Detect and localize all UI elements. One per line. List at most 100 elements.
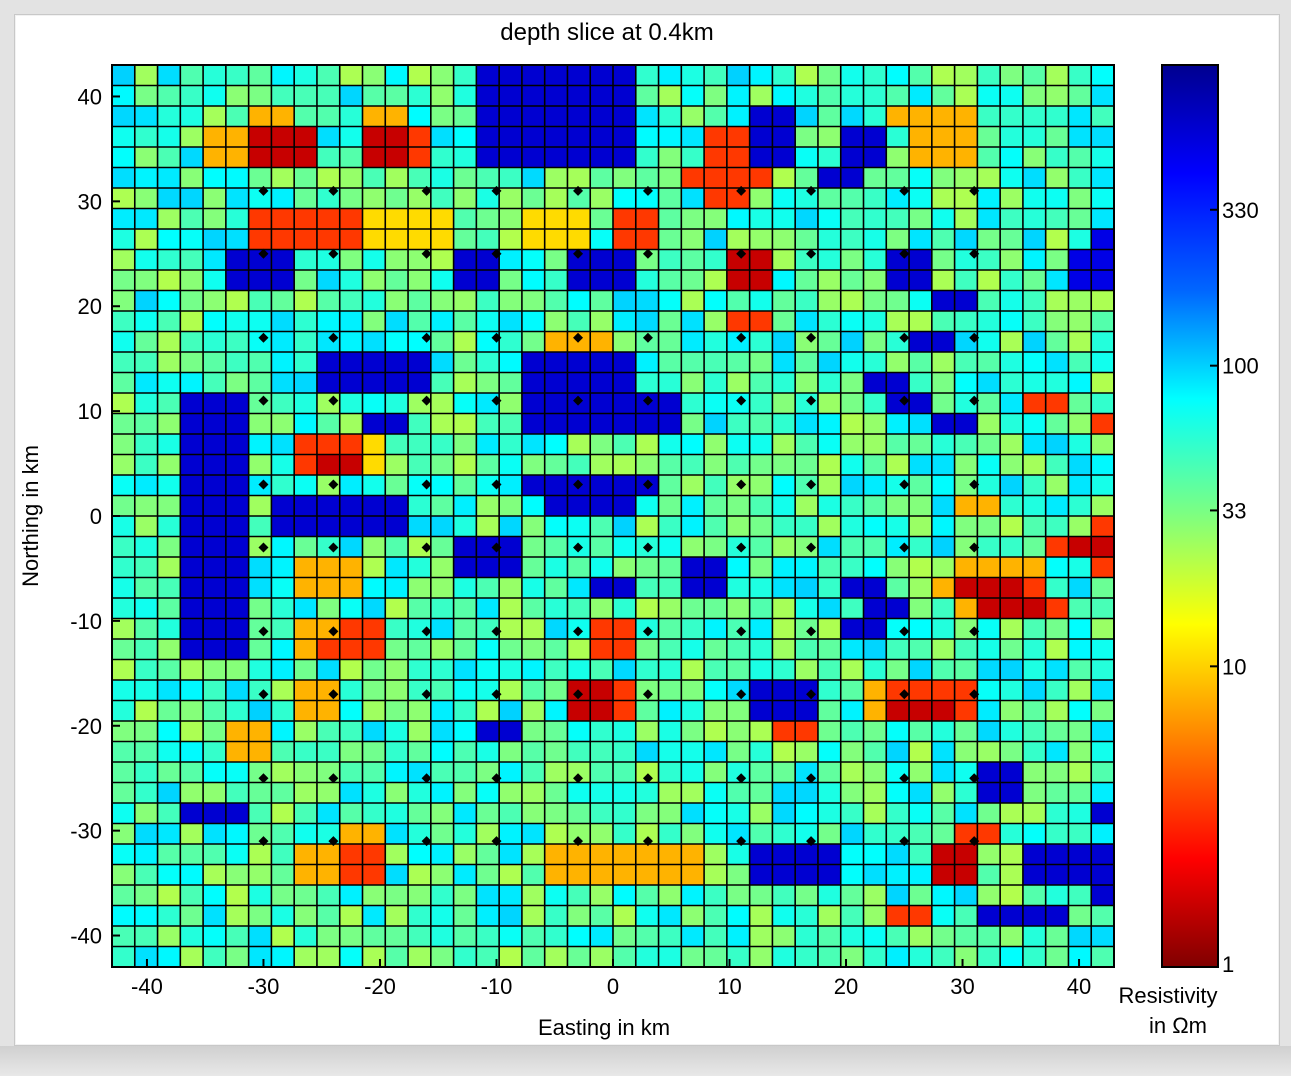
heatmap-cell [362, 475, 386, 496]
heatmap-cell [271, 721, 295, 742]
heatmap-cell [203, 434, 227, 455]
heatmap-cell [613, 188, 637, 209]
heatmap-cell [316, 475, 341, 496]
heatmap-cell [954, 782, 978, 804]
heatmap-cell [590, 680, 614, 701]
heatmap-cell [590, 844, 614, 865]
heatmap-cell [704, 188, 728, 209]
heatmap-cell [1000, 126, 1024, 148]
heatmap-cell [704, 270, 728, 291]
heatmap-cell [521, 762, 546, 783]
heatmap-cell [1068, 126, 1092, 148]
heatmap-cell [316, 434, 341, 455]
heatmap-cell [521, 639, 546, 660]
heatmap-cell [430, 762, 454, 783]
heatmap-cell [726, 905, 751, 927]
station-marker [806, 395, 817, 406]
heatmap-cell [681, 372, 705, 394]
heatmap-cell [931, 782, 955, 804]
heatmap-cell [977, 229, 1001, 250]
heatmap-cell [385, 372, 409, 394]
heatmap-cell [931, 536, 955, 558]
heatmap-cell [271, 762, 295, 783]
heatmap-cell [635, 413, 659, 435]
heatmap-cell [453, 721, 477, 742]
heatmap-cell [863, 372, 887, 394]
heatmap-cell [863, 65, 887, 86]
heatmap-cell [909, 844, 933, 865]
heatmap-cell [567, 167, 591, 189]
heatmap-cell [521, 741, 546, 763]
heatmap-cell [157, 639, 181, 660]
heatmap-cell [590, 536, 614, 558]
heatmap-cell [157, 885, 181, 906]
heatmap-cell [430, 639, 454, 660]
heatmap-cell [726, 372, 751, 394]
heatmap-cell [977, 167, 1001, 189]
heatmap-cell [157, 434, 181, 455]
heatmap-cell [453, 926, 477, 947]
station-marker [899, 836, 910, 847]
heatmap-cell [567, 85, 591, 107]
heatmap-cell [726, 803, 751, 824]
heatmap-cell [248, 844, 272, 865]
heatmap-cell [1022, 229, 1047, 250]
heatmap-cell [886, 803, 910, 824]
heatmap-cell [476, 270, 500, 291]
y-tick-label: 30 [78, 189, 102, 214]
heatmap-cell [521, 823, 546, 845]
heatmap-cell [840, 475, 864, 496]
heatmap-cell [795, 680, 819, 701]
heatmap-cell [112, 106, 136, 127]
station-marker [642, 773, 653, 784]
heatmap-cell [180, 762, 204, 783]
heatmap-cell [271, 85, 295, 107]
heatmap-cell [499, 188, 523, 209]
heatmap-cell [157, 844, 181, 865]
heatmap-cell [1045, 659, 1069, 681]
heatmap-cell [1068, 823, 1092, 845]
heatmap-cell [521, 803, 546, 824]
heatmap-cell [658, 926, 682, 947]
heatmap-cell [749, 495, 773, 517]
heatmap-cell [567, 229, 591, 250]
heatmap-cell [544, 905, 568, 927]
heatmap-cell [134, 311, 158, 332]
heatmap-cell [1045, 557, 1069, 578]
heatmap-cell [203, 393, 227, 414]
heatmap-cell [476, 167, 500, 189]
heatmap-cell [453, 700, 477, 722]
heatmap-cell [726, 721, 751, 742]
station-marker [573, 395, 584, 406]
heatmap-cell [681, 864, 705, 886]
heatmap-cell [157, 516, 181, 537]
heatmap-cell [316, 618, 341, 640]
heatmap-cell [590, 290, 614, 312]
heatmap-cell [157, 372, 181, 394]
heatmap-cell [635, 352, 659, 373]
heatmap-cell [134, 270, 158, 291]
heatmap-cell [931, 885, 955, 906]
heatmap-cell [134, 618, 158, 640]
heatmap-cell [112, 393, 136, 414]
heatmap-cell [112, 577, 136, 599]
heatmap-cell [954, 557, 978, 578]
heatmap-cell [248, 85, 272, 107]
heatmap-cell [931, 803, 955, 824]
heatmap-cell [909, 475, 933, 496]
heatmap-cell [408, 290, 432, 312]
heatmap-cell [590, 577, 614, 599]
heatmap-cell [112, 290, 136, 312]
heatmap-cell [248, 147, 272, 168]
heatmap-cell [1091, 372, 1115, 394]
heatmap-cell [1022, 167, 1047, 189]
heatmap-cell [248, 885, 272, 906]
heatmap-cell [544, 598, 568, 619]
heatmap-cell [1068, 639, 1092, 660]
heatmap-cell [180, 188, 204, 209]
heatmap-cell [157, 557, 181, 578]
heatmap-cell [658, 393, 682, 414]
heatmap-cell [499, 680, 523, 701]
heatmap-cell [316, 782, 341, 804]
heatmap-cell [704, 782, 728, 804]
